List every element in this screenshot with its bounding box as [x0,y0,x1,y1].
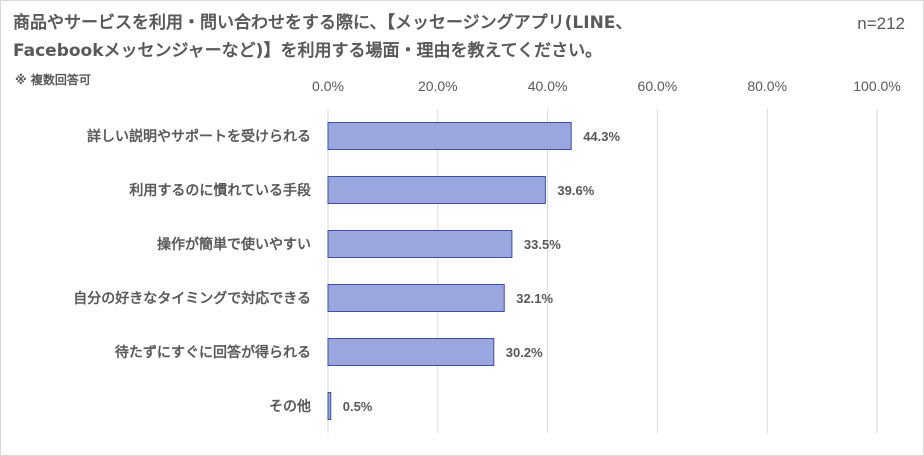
multiple-answer-note: ※ 複数回答可 [15,73,91,87]
x-tick-label: 0.0% [312,78,344,94]
data-label: 32.1% [516,291,553,306]
x-tick-label: 20.0% [418,78,458,94]
category-label: 待たずにすぐに回答が得られる [115,344,311,361]
category-label: 自分の好きなタイミングで対応できる [73,290,311,307]
chart-title-line1: 商品やサービスを利用・問い合わせをする際に、【メッセージングアプリ(LINE、 [13,13,633,33]
sample-size-label: n=212 [857,14,905,33]
category-label: 詳しい説明やサポートを受けられる [87,128,311,145]
x-tick-label: 80.0% [747,78,787,94]
bar [327,230,513,258]
bar [327,338,495,366]
x-tick-label: 100.0% [853,78,900,94]
chart-title-line2: Facebookメッセンジャーなど)】を利用する場面・理由を教えてください。 [13,41,603,61]
bar [327,122,572,150]
chart-title: 商品やサービスを利用・問い合わせをする際に、【メッセージングアプリ(LINE、 … [13,9,773,65]
data-label: 33.5% [524,237,561,252]
category-label: 利用するのに慣れている手段 [129,182,311,199]
bar [327,392,332,420]
x-tick-label: 60.0% [638,78,678,94]
category-label: その他 [269,398,311,415]
data-label: 0.5% [343,399,373,414]
bar [327,176,546,204]
data-label: 30.2% [506,345,543,360]
x-tick-label: 40.0% [528,78,568,94]
data-label: 39.6% [557,183,594,198]
data-label: 44.3% [583,129,620,144]
bar [327,284,505,312]
category-label: 操作が簡単で使いやすい [157,236,311,253]
